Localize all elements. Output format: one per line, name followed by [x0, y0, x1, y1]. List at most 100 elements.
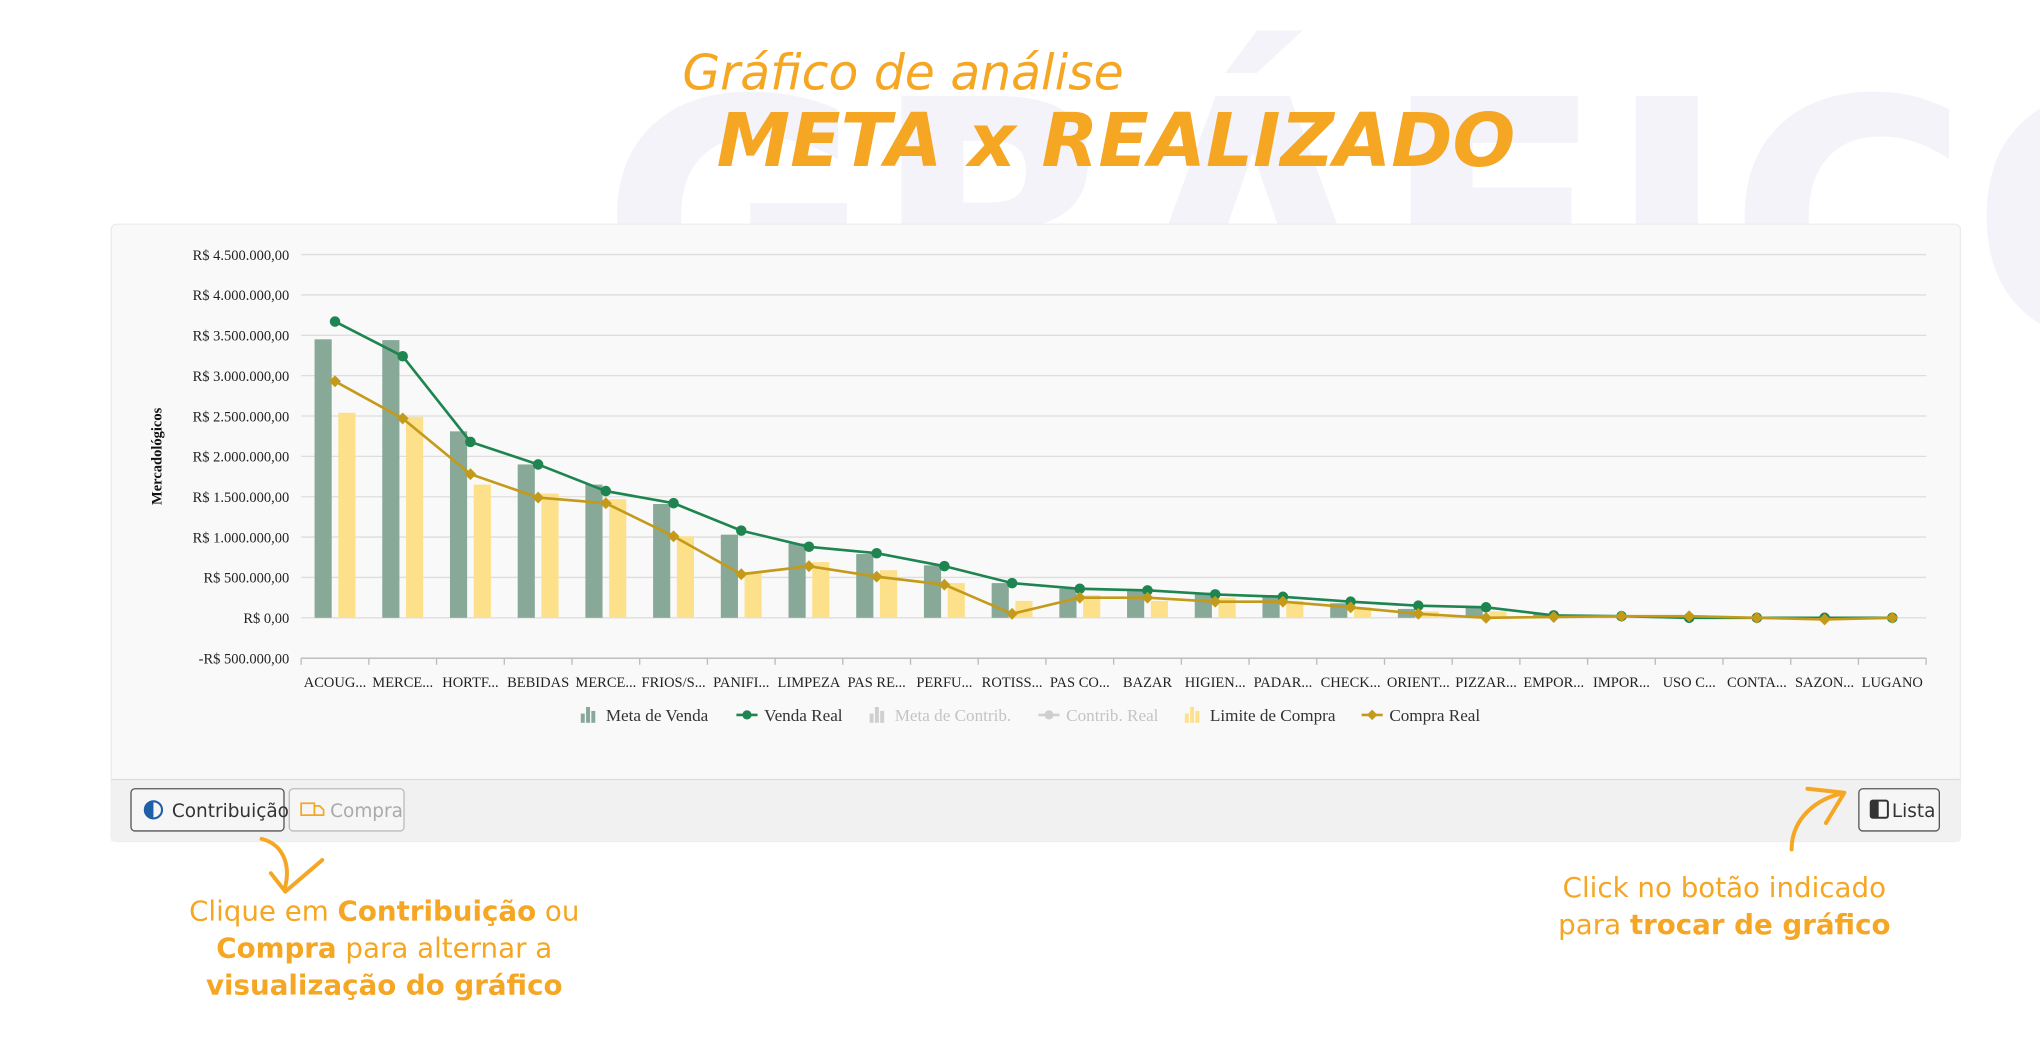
point — [871, 547, 882, 559]
legend-label: Limite de Compra — [1210, 706, 1336, 725]
y-tick-label: R$ 2.500.000,00 — [193, 409, 290, 425]
bar — [879, 570, 898, 618]
x-tick-label: MERCE... — [372, 675, 433, 691]
x-tick-label: PERFU... — [916, 675, 972, 691]
point — [1818, 613, 1831, 626]
x-tick-label: PAS RE... — [848, 675, 906, 691]
y-tick-label: R$ 3.500.000,00 — [193, 329, 290, 345]
point — [1073, 591, 1086, 604]
x-tick-label: USO C... — [1663, 675, 1716, 691]
point — [1480, 611, 1492, 624]
bar — [314, 339, 332, 618]
point — [1344, 601, 1357, 614]
legend-label: Compra Real — [1389, 706, 1480, 725]
point — [1413, 600, 1424, 611]
legend-label: Meta de Venda — [606, 706, 709, 725]
point — [803, 541, 815, 553]
point — [465, 436, 476, 448]
bar — [449, 431, 468, 618]
legend-icon — [591, 710, 596, 723]
bar — [1127, 591, 1145, 618]
x-tick-label: SAZON... — [1795, 675, 1854, 691]
button-frame[interactable] — [1858, 788, 1940, 832]
x-tick-label: HORTF... — [442, 675, 498, 691]
point — [735, 568, 748, 581]
compra-button[interactable]: Compra — [288, 788, 405, 832]
bar — [517, 464, 535, 618]
arrow-head — [268, 858, 325, 894]
y-tick-label: R$ 1.000.000,00 — [193, 530, 290, 546]
button-icon — [1870, 800, 1879, 818]
legend-icon — [1190, 706, 1195, 723]
legend-label: Meta de Contrib. — [895, 706, 1012, 725]
x-tick-label: ORIENT... — [1387, 675, 1450, 691]
annotation-line: Compra para alternar a — [216, 932, 552, 965]
x-tick-label: PANIFI... — [713, 675, 769, 691]
annotation-text: visualização do gráfico — [206, 969, 563, 1002]
lista-button[interactable]: Lista — [1858, 788, 1940, 832]
point — [600, 485, 612, 497]
bar — [744, 571, 762, 618]
series-line — [334, 380, 1893, 621]
bar — [923, 565, 942, 618]
arrow-head — [1805, 786, 1847, 826]
x-tick-label: CONTA... — [1727, 675, 1787, 691]
annotation-text: para alternar a — [337, 932, 553, 965]
point — [938, 578, 951, 591]
x-tick-label: IMPOR... — [1593, 675, 1650, 691]
x-tick-label: ROTISS... — [982, 675, 1043, 691]
legend-icon — [1044, 710, 1054, 720]
x-tick-label: FRIOS/S... — [642, 675, 706, 691]
x-tick-label: CHECK... — [1321, 675, 1381, 691]
legend-label: Venda Real — [764, 706, 843, 725]
button-label[interactable]: Lista — [1892, 801, 1936, 822]
bar — [676, 536, 694, 618]
point — [1615, 610, 1628, 623]
annotation-text: Contribuição — [338, 895, 537, 928]
button-label[interactable]: Compra — [330, 801, 403, 822]
annotation-line: Click no botão indicado — [1563, 871, 1886, 904]
annotation-line: para trocar de gráfico — [1558, 908, 1890, 941]
point — [1276, 595, 1289, 608]
y-tick-label: R$ 0,00 — [243, 611, 289, 627]
bar — [473, 484, 491, 618]
point — [464, 468, 477, 481]
contrib-button[interactable]: Contribuição — [130, 788, 289, 832]
x-tick-label: EMPOR... — [1523, 675, 1584, 691]
bar — [653, 503, 671, 618]
arrow — [259, 836, 289, 889]
bar — [1353, 607, 1372, 618]
bar — [406, 416, 424, 618]
annotation-text: para — [1558, 908, 1630, 941]
legend-icon — [580, 713, 585, 723]
point — [396, 412, 409, 425]
legend-label: Contrib. Real — [1066, 706, 1159, 725]
x-tick-label: PIZZAR... — [1455, 675, 1517, 691]
point — [532, 459, 544, 470]
button-frame[interactable] — [130, 788, 285, 832]
y-tick-label: R$ 4.500.000,00 — [193, 248, 290, 264]
bar — [609, 499, 627, 618]
point — [329, 316, 341, 327]
point — [1886, 611, 1899, 624]
legend-icon — [1184, 713, 1189, 723]
bar — [1015, 600, 1033, 618]
button-frame[interactable] — [288, 788, 405, 832]
legend-icon — [880, 710, 885, 723]
y-axis-label: Mercadológicos — [149, 407, 165, 505]
bar — [1083, 595, 1101, 618]
bar — [720, 534, 738, 618]
bar — [788, 543, 806, 618]
bar — [1059, 588, 1077, 618]
y-tick-label: R$ 2.000.000,00 — [193, 450, 290, 466]
bar — [338, 412, 356, 618]
legend-icon — [586, 706, 591, 723]
point — [1141, 591, 1154, 604]
point — [1750, 611, 1763, 624]
x-tick-label: ACOUG... — [304, 675, 366, 691]
point — [397, 350, 408, 362]
annotation-text: trocar de gráfico — [1630, 908, 1891, 941]
bar — [1194, 592, 1212, 618]
button-label[interactable]: Contribuição — [172, 801, 289, 822]
